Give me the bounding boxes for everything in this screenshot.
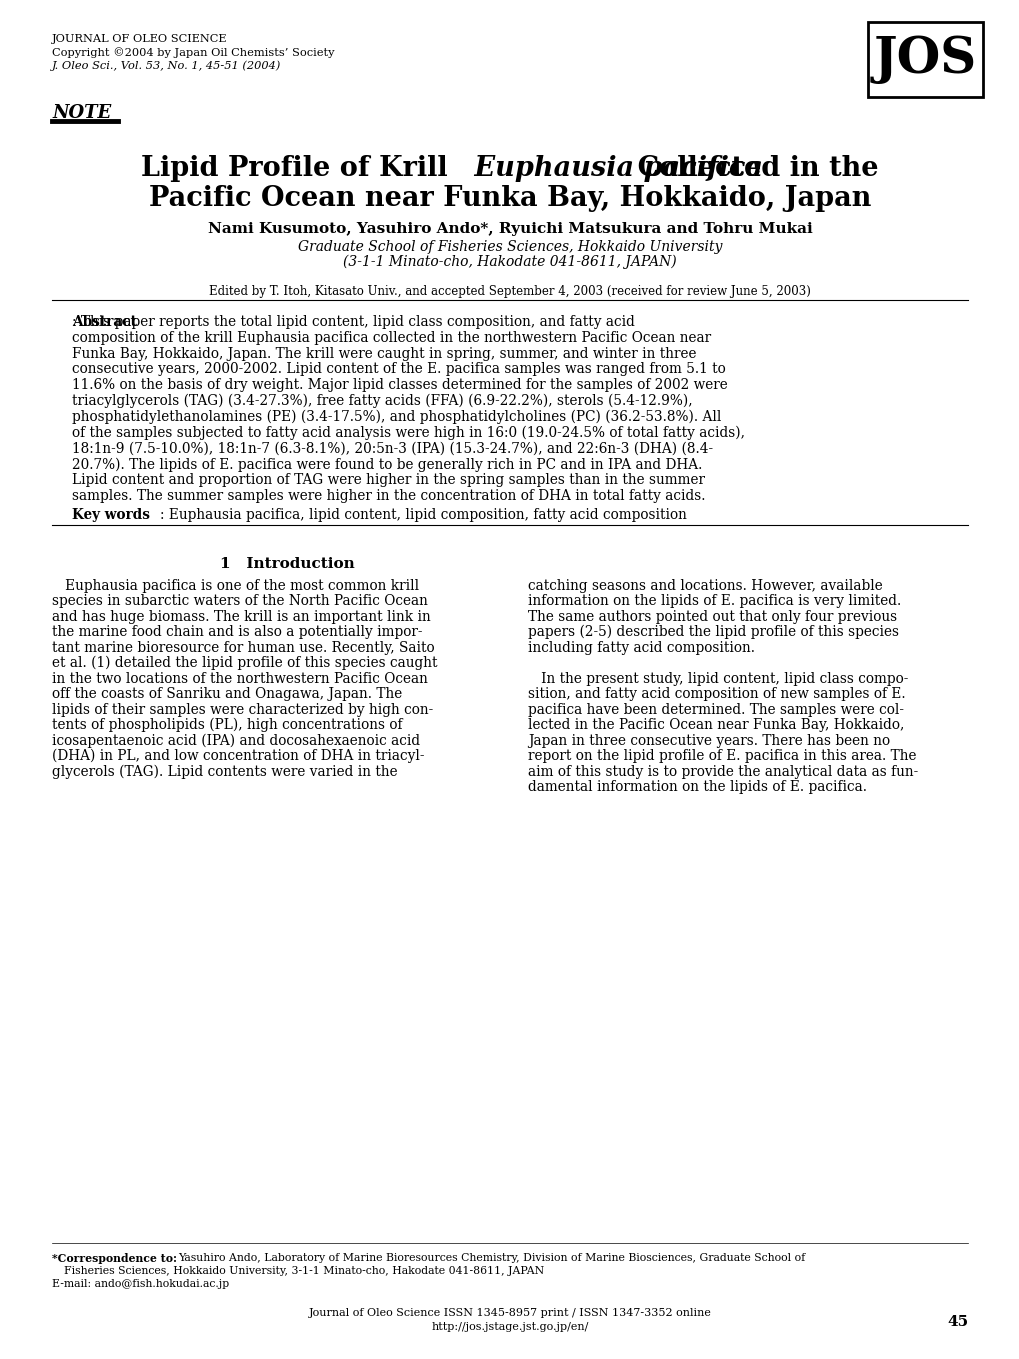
Text: The same authors pointed out that only four previous: The same authors pointed out that only f… [528,610,897,624]
Text: in the two locations of the northwestern Pacific Ocean: in the two locations of the northwestern… [52,671,427,685]
Text: (3-1-1 Minato-cho, Hakodate 041-8611, JAPAN): (3-1-1 Minato-cho, Hakodate 041-8611, JA… [342,255,677,269]
Text: 45: 45 [947,1316,968,1329]
Text: the marine food chain and is also a potentially impor-: the marine food chain and is also a pote… [52,625,422,639]
Text: Pacific Ocean near Funka Bay, Hokkaido, Japan: Pacific Ocean near Funka Bay, Hokkaido, … [149,185,870,212]
Text: composition of the krill Euphausia pacifica collected in the northwestern Pacifi: composition of the krill Euphausia pacif… [72,330,710,345]
Text: catching seasons and locations. However, available: catching seasons and locations. However,… [528,579,881,593]
Text: E-mail: ando@fish.hokudai.ac.jp: E-mail: ando@fish.hokudai.ac.jp [52,1279,229,1288]
Text: Lipid Profile of Krill                    Collected in the: Lipid Profile of Krill Collected in the [141,155,878,182]
Text: Euphausia pacifica: Euphausia pacifica [256,155,763,182]
Text: including fatty acid composition.: including fatty acid composition. [528,640,754,655]
Text: 18:1n-9 (7.5-10.0%), 18:1n-7 (6.3-8.1%), 20:5n-3 (IPA) (15.3-24.7%), and 22:6n-3: 18:1n-9 (7.5-10.0%), 18:1n-7 (6.3-8.1%),… [72,442,712,455]
Text: phosphatidylethanolamines (PE) (3.4-17.5%), and phosphatidylcholines (PC) (36.2-: phosphatidylethanolamines (PE) (3.4-17.5… [72,410,720,424]
Text: damental information on the lipids of E. pacifica.: damental information on the lipids of E.… [528,780,866,794]
Text: Fisheries Sciences, Hokkaido University, 3-1-1 Minato-cho, Hakodate 041-8611, JA: Fisheries Sciences, Hokkaido University,… [64,1267,543,1276]
Text: pacifica have been determined. The samples were col-: pacifica have been determined. The sampl… [528,703,903,716]
Text: : Euphausia pacifica, lipid content, lipid composition, fatty acid composition: : Euphausia pacifica, lipid content, lip… [160,508,686,522]
Text: In the present study, lipid content, lipid class compo-: In the present study, lipid content, lip… [528,671,908,685]
Text: Lipid content and proportion of TAG were higher in the spring samples than in th: Lipid content and proportion of TAG were… [72,473,704,487]
Text: Copyright ©2004 by Japan Oil Chemists’ Society: Copyright ©2004 by Japan Oil Chemists’ S… [52,48,334,58]
Text: of the samples subjected to fatty acid analysis were high in 16:0 (19.0-24.5% of: of the samples subjected to fatty acid a… [72,425,744,440]
Text: 11.6% on the basis of dry weight. Major lipid classes determined for the samples: 11.6% on the basis of dry weight. Major … [72,378,727,393]
Text: triacylglycerols (TAG) (3.4-27.3%), free fatty acids (FFA) (6.9-22.2%), sterols : triacylglycerols (TAG) (3.4-27.3%), free… [72,394,692,409]
Text: JOS: JOS [873,35,976,84]
Bar [867,22,982,96]
Text: Journal of Oleo Science ISSN 1345-8957 print / ISSN 1347-3352 online: Journal of Oleo Science ISSN 1345-8957 p… [309,1307,710,1318]
Text: Funka Bay, Hokkaido, Japan. The krill were caught in spring, summer, and winter : Funka Bay, Hokkaido, Japan. The krill we… [72,347,696,360]
Text: Euphausia pacifica is one of the most common krill: Euphausia pacifica is one of the most co… [52,579,419,593]
Text: sition, and fatty acid composition of new samples of E.: sition, and fatty acid composition of ne… [528,688,905,701]
Text: : This paper reports the total lipid content, lipid class composition, and fatty: : This paper reports the total lipid con… [72,315,634,329]
Text: J. Oleo Sci., Vol. 53, No. 1, 45-51 (2004): J. Oleo Sci., Vol. 53, No. 1, 45-51 (200… [52,60,281,71]
Text: 1   Introduction: 1 Introduction [219,557,354,571]
Text: JOURNAL OF OLEO SCIENCE: JOURNAL OF OLEO SCIENCE [52,34,227,43]
Text: http://jos.jstage.jst.go.jp/en/: http://jos.jstage.jst.go.jp/en/ [431,1322,588,1332]
Text: tant marine bioresource for human use. Recently, Saito: tant marine bioresource for human use. R… [52,640,434,655]
Text: icosapentaenoic acid (IPA) and docosahexaenoic acid: icosapentaenoic acid (IPA) and docosahex… [52,734,420,747]
Text: tents of phospholipids (PL), high concentrations of: tents of phospholipids (PL), high concen… [52,718,403,733]
Text: Abstract: Abstract [72,315,137,329]
Text: et al. (1) detailed the lipid profile of this species caught: et al. (1) detailed the lipid profile of… [52,656,437,670]
Text: consecutive years, 2000-2002. Lipid content of the E. pacifica samples was range: consecutive years, 2000-2002. Lipid cont… [72,363,726,376]
Text: aim of this study is to provide the analytical data as fun-: aim of this study is to provide the anal… [528,765,917,779]
Text: glycerols (TAG). Lipid contents were varied in the: glycerols (TAG). Lipid contents were var… [52,765,397,779]
Text: Japan in three consecutive years. There has been no: Japan in three consecutive years. There … [528,734,890,747]
Text: Edited by T. Itoh, Kitasato Univ., and accepted September 4, 2003 (received for : Edited by T. Itoh, Kitasato Univ., and a… [209,285,810,298]
Text: and has huge biomass. The krill is an important link in: and has huge biomass. The krill is an im… [52,610,430,624]
Text: information on the lipids of E. pacifica is very limited.: information on the lipids of E. pacifica… [528,594,901,607]
Text: samples. The summer samples were higher in the concentration of DHA in total fat: samples. The summer samples were higher … [72,489,705,503]
Text: Yasuhiro Ando, Laboratory of Marine Bioresources Chemistry, Division of Marine B: Yasuhiro Ando, Laboratory of Marine Bior… [178,1253,804,1263]
Text: Key words: Key words [72,508,150,522]
Text: off the coasts of Sanriku and Onagawa, Japan. The: off the coasts of Sanriku and Onagawa, J… [52,688,401,701]
Text: (DHA) in PL, and low concentration of DHA in triacyl-: (DHA) in PL, and low concentration of DH… [52,749,424,764]
Text: Nami Kusumoto, Yasuhiro Ando*, Ryuichi Matsukura and Tohru Mukai: Nami Kusumoto, Yasuhiro Ando*, Ryuichi M… [208,222,811,236]
Text: papers (2-5) described the lipid profile of this species: papers (2-5) described the lipid profile… [528,625,898,640]
Text: lected in the Pacific Ocean near Funka Bay, Hokkaido,: lected in the Pacific Ocean near Funka B… [528,718,904,733]
Text: *Correspondence to:: *Correspondence to: [52,1253,177,1264]
Text: 20.7%). The lipids of E. pacifica were found to be generally rich in PC and in I: 20.7%). The lipids of E. pacifica were f… [72,457,702,472]
Text: species in subarctic waters of the North Pacific Ocean: species in subarctic waters of the North… [52,594,427,607]
Text: report on the lipid profile of E. pacifica in this area. The: report on the lipid profile of E. pacifi… [528,749,916,764]
Text: NOTE: NOTE [52,105,111,122]
Text: lipids of their samples were characterized by high con-: lipids of their samples were characteriz… [52,703,433,716]
Text: Graduate School of Fisheries Sciences, Hokkaido University: Graduate School of Fisheries Sciences, H… [298,241,721,254]
